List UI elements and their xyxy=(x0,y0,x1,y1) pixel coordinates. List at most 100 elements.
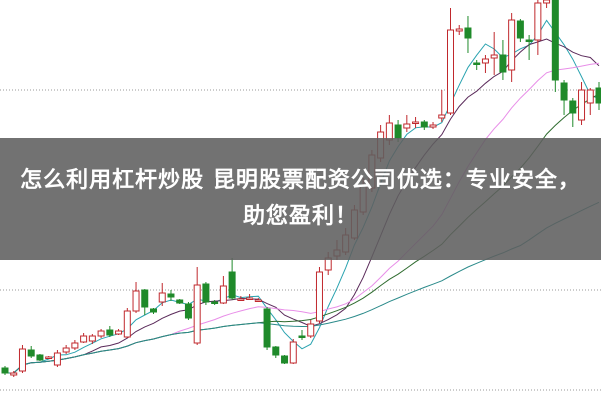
candle-body xyxy=(71,342,79,349)
candle xyxy=(412,117,420,128)
candle xyxy=(281,355,289,364)
moving-average-lines xyxy=(5,19,600,374)
candle xyxy=(578,82,586,125)
candle xyxy=(97,329,105,338)
candle-body xyxy=(27,349,35,357)
candle xyxy=(193,267,201,345)
candle xyxy=(516,19,524,42)
candle xyxy=(586,88,594,115)
moving-average-line-10 xyxy=(5,38,600,374)
candle-body xyxy=(141,289,149,308)
candle-body xyxy=(289,341,297,364)
candle xyxy=(508,13,516,82)
candle xyxy=(228,258,236,300)
candle-body xyxy=(202,283,210,303)
candle xyxy=(569,98,577,127)
candle-body xyxy=(18,348,26,372)
candle-body xyxy=(298,335,306,338)
candle-body xyxy=(237,298,245,301)
candle-body xyxy=(272,346,280,356)
candle xyxy=(490,32,498,75)
candle-body xyxy=(150,308,157,313)
candle xyxy=(455,25,463,35)
candle-body xyxy=(578,89,586,121)
candle-body xyxy=(263,308,271,348)
candle xyxy=(80,333,88,343)
candle xyxy=(499,40,507,80)
candle-body xyxy=(403,123,411,129)
candle xyxy=(27,346,35,358)
candle-body xyxy=(438,114,446,119)
candle-body xyxy=(176,299,184,304)
candle-body xyxy=(106,329,114,336)
candle xyxy=(254,298,262,302)
candle xyxy=(53,350,61,367)
candle-body xyxy=(464,27,472,39)
candle-body xyxy=(97,330,105,337)
candle-body xyxy=(246,297,254,300)
candle-body xyxy=(420,121,428,128)
candle-body xyxy=(534,2,542,41)
candle xyxy=(10,371,18,377)
gridlines xyxy=(0,89,601,391)
candle xyxy=(237,296,245,301)
candle xyxy=(132,282,140,313)
candle xyxy=(18,345,26,373)
candle xyxy=(307,320,315,338)
candle-body xyxy=(455,28,463,32)
candle-body xyxy=(412,121,420,124)
candle-body xyxy=(10,372,18,376)
candle-body xyxy=(429,124,437,128)
candle xyxy=(184,302,192,320)
candle xyxy=(211,300,219,305)
candle xyxy=(219,276,227,304)
candle-body xyxy=(586,89,594,104)
candle xyxy=(141,289,149,315)
candle xyxy=(289,339,297,364)
candle xyxy=(551,0,559,92)
candle xyxy=(481,55,489,73)
candle-body xyxy=(132,290,140,312)
candle-body xyxy=(281,355,289,364)
candle xyxy=(88,334,96,344)
candle xyxy=(202,282,210,305)
candle-body xyxy=(115,330,123,335)
candle-body xyxy=(123,310,131,338)
candle-body xyxy=(569,100,577,114)
candle xyxy=(543,0,551,8)
candle xyxy=(62,345,70,354)
candle-body xyxy=(211,301,219,304)
candle xyxy=(106,326,114,337)
candle-body xyxy=(62,347,70,353)
candle xyxy=(447,8,454,115)
candle xyxy=(158,283,166,306)
candle xyxy=(534,0,542,55)
candle-body xyxy=(499,54,507,73)
candle xyxy=(150,308,157,314)
candle-body xyxy=(45,356,53,359)
candle-body xyxy=(307,323,315,337)
candle-body xyxy=(36,354,44,361)
candle-body xyxy=(193,284,201,344)
candle xyxy=(473,60,481,70)
candle xyxy=(36,354,44,361)
candle-body xyxy=(53,352,61,366)
candle-body xyxy=(525,39,533,42)
candle xyxy=(595,82,601,110)
candle xyxy=(464,16,472,53)
candle-body xyxy=(551,0,559,81)
candle xyxy=(167,290,175,301)
candle xyxy=(1,366,9,375)
candle-body xyxy=(254,299,262,302)
candle-body xyxy=(595,87,601,104)
title-banner: 怎么利用杠杆炒股 昆明股票配资公司优选：专业安全，助您盈利！ xyxy=(0,138,601,260)
article-title: 怎么利用杠杆炒股 昆明股票配资公司优选：专业安全，助您盈利！ xyxy=(20,168,581,229)
candle-body xyxy=(167,293,175,298)
candle xyxy=(246,294,254,300)
candle-body xyxy=(315,271,323,322)
candle-body xyxy=(543,0,551,4)
candle-body xyxy=(473,62,481,65)
candle xyxy=(525,35,533,60)
candle-body xyxy=(228,271,236,299)
